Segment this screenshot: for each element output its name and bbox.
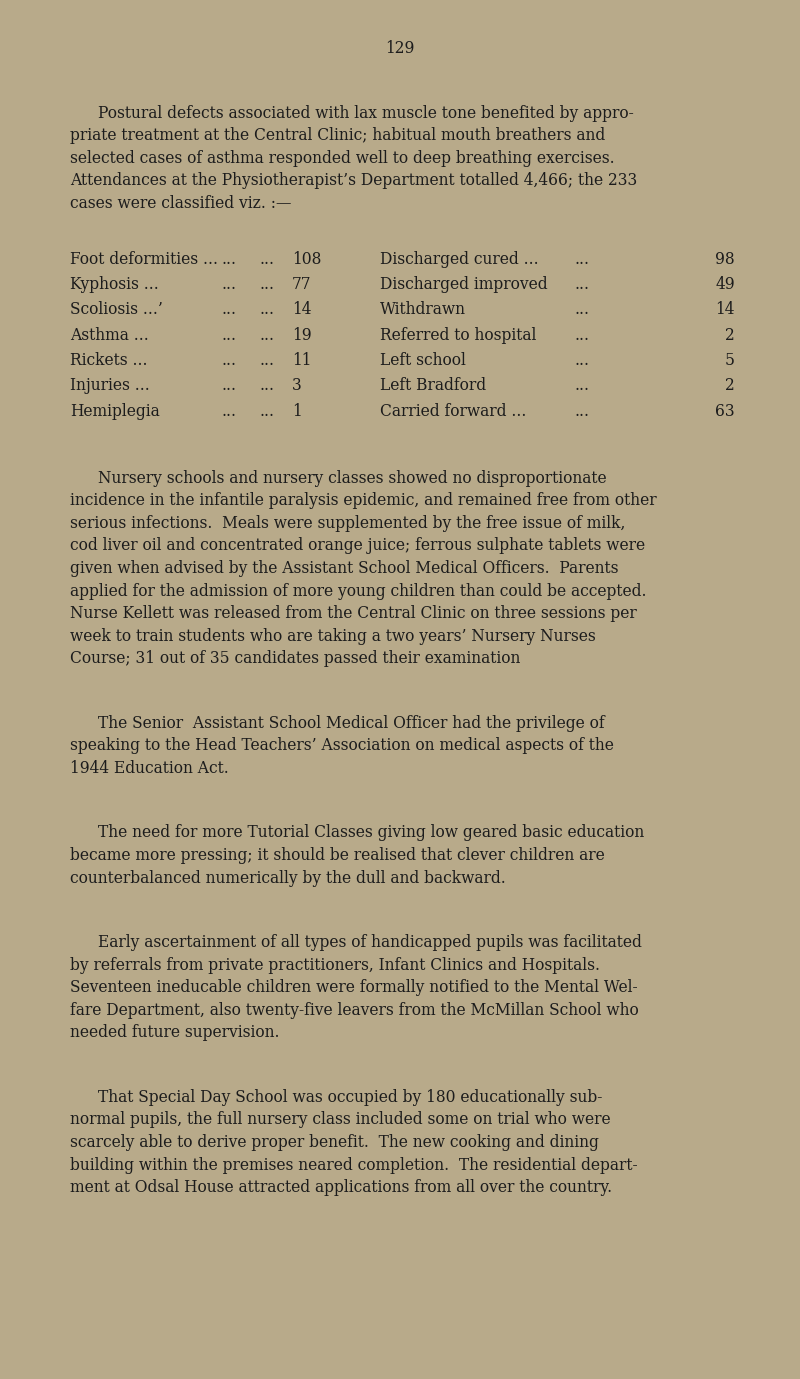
Text: ...: ... — [222, 403, 237, 419]
Text: Kyphosis ...: Kyphosis ... — [70, 276, 158, 294]
Text: ment at Odsal House attracted applications from all over the country.: ment at Odsal House attracted applicatio… — [70, 1179, 612, 1196]
Text: incidence in the infantile paralysis epidemic, and remained free from other: incidence in the infantile paralysis epi… — [70, 492, 657, 509]
Text: scarcely able to derive proper benefit.  The new cooking and dining: scarcely able to derive proper benefit. … — [70, 1134, 599, 1151]
Text: ...: ... — [575, 352, 590, 370]
Text: 1944 Education Act.: 1944 Education Act. — [70, 760, 229, 776]
Text: 98: 98 — [715, 251, 735, 268]
Text: Asthma ...: Asthma ... — [70, 327, 149, 343]
Text: ...: ... — [222, 251, 237, 268]
Text: 49: 49 — [715, 276, 735, 294]
Text: week to train students who are taking a two years’ Nursery Nurses: week to train students who are taking a … — [70, 627, 596, 644]
Text: 108: 108 — [292, 251, 322, 268]
Text: Injuries ...: Injuries ... — [70, 378, 150, 394]
Text: Referred to hospital: Referred to hospital — [380, 327, 536, 343]
Text: Discharged cured ...: Discharged cured ... — [380, 251, 538, 268]
Text: needed future supervision.: needed future supervision. — [70, 1025, 279, 1041]
Text: ...: ... — [260, 327, 275, 343]
Text: Nursery schools and nursery classes showed no disproportionate: Nursery schools and nursery classes show… — [98, 470, 606, 487]
Text: 77: 77 — [292, 276, 311, 294]
Text: 14: 14 — [292, 302, 311, 319]
Text: 14: 14 — [715, 302, 735, 319]
Text: selected cases of asthma responded well to deep breathing exercises.: selected cases of asthma responded well … — [70, 150, 614, 167]
Text: 129: 129 — [386, 40, 414, 57]
Text: normal pupils, the full nursery class included some on trial who were: normal pupils, the full nursery class in… — [70, 1111, 610, 1128]
Text: ...: ... — [260, 378, 275, 394]
Text: building within the premises neared completion.  The residential depart-: building within the premises neared comp… — [70, 1157, 638, 1174]
Text: ...: ... — [575, 302, 590, 319]
Text: Left school: Left school — [380, 352, 466, 370]
Text: Foot deformities ...: Foot deformities ... — [70, 251, 218, 268]
Text: Course; 31 out of 35 candidates passed their examination: Course; 31 out of 35 candidates passed t… — [70, 651, 520, 667]
Text: 19: 19 — [292, 327, 312, 343]
Text: 5: 5 — [725, 352, 735, 370]
Text: That Special Day School was occupied by 180 educationally sub-: That Special Day School was occupied by … — [98, 1089, 602, 1106]
Text: cases were classified viz. :—: cases were classified viz. :— — [70, 194, 291, 212]
Text: cod liver oil and concentrated orange juice; ferrous sulphate tablets were: cod liver oil and concentrated orange ju… — [70, 538, 645, 554]
Text: Attendances at the Physiotherapist’s Department totalled 4,466; the 233: Attendances at the Physiotherapist’s Dep… — [70, 172, 638, 189]
Text: Hemiplegia: Hemiplegia — [70, 403, 160, 419]
Text: Scoliosis ...’: Scoliosis ...’ — [70, 302, 163, 319]
Text: Postural defects associated with lax muscle tone benefited by appro-: Postural defects associated with lax mus… — [98, 105, 634, 121]
Text: ...: ... — [575, 276, 590, 294]
Text: ...: ... — [575, 378, 590, 394]
Text: The need for more Tutorial Classes giving low geared basic education: The need for more Tutorial Classes givin… — [98, 825, 644, 841]
Text: ...: ... — [260, 302, 275, 319]
Text: 2: 2 — [726, 327, 735, 343]
Text: Seventeen ineducable children were formally notified to the Mental Wel-: Seventeen ineducable children were forma… — [70, 979, 638, 996]
Text: priate treatment at the Central Clinic; habitual mouth breathers and: priate treatment at the Central Clinic; … — [70, 127, 606, 145]
Text: by referrals from private practitioners, Infant Clinics and Hospitals.: by referrals from private practitioners,… — [70, 957, 600, 974]
Text: Left Bradford: Left Bradford — [380, 378, 486, 394]
Text: ...: ... — [222, 378, 237, 394]
Text: applied for the admission of more young children than could be accepted.: applied for the admission of more young … — [70, 582, 646, 600]
Text: ...: ... — [260, 276, 275, 294]
Text: Early ascertainment of all types of handicapped pupils was facilitated: Early ascertainment of all types of hand… — [98, 934, 642, 952]
Text: Nurse Kellett was released from the Central Clinic on three sessions per: Nurse Kellett was released from the Cent… — [70, 605, 637, 622]
Text: serious infections.  Meals were supplemented by the free issue of milk,: serious infections. Meals were supplemen… — [70, 514, 626, 532]
Text: 1: 1 — [292, 403, 302, 419]
Text: speaking to the Head Teachers’ Association on medical aspects of the: speaking to the Head Teachers’ Associati… — [70, 738, 614, 754]
Text: counterbalanced numerically by the dull and backward.: counterbalanced numerically by the dull … — [70, 870, 506, 887]
Text: Discharged improved: Discharged improved — [380, 276, 548, 294]
Text: ...: ... — [260, 251, 275, 268]
Text: ...: ... — [575, 403, 590, 419]
Text: ...: ... — [260, 403, 275, 419]
Text: ...: ... — [575, 327, 590, 343]
Text: ...: ... — [222, 352, 237, 370]
Text: Carried forward ...: Carried forward ... — [380, 403, 526, 419]
Text: ...: ... — [222, 327, 237, 343]
Text: became more pressing; it should be realised that clever children are: became more pressing; it should be reali… — [70, 847, 605, 865]
Text: 63: 63 — [715, 403, 735, 419]
Text: ...: ... — [222, 302, 237, 319]
Text: The Senior  Assistant School Medical Officer had the privilege of: The Senior Assistant School Medical Offi… — [98, 714, 605, 732]
Text: ...: ... — [260, 352, 275, 370]
Text: fare Department, also twenty-five leavers from the McMillan School who: fare Department, also twenty-five leaver… — [70, 1001, 638, 1019]
Text: 3: 3 — [292, 378, 302, 394]
Text: 2: 2 — [726, 378, 735, 394]
Text: Withdrawn: Withdrawn — [380, 302, 466, 319]
Text: ...: ... — [575, 251, 590, 268]
Text: 11: 11 — [292, 352, 311, 370]
Text: ...: ... — [222, 276, 237, 294]
Text: given when advised by the Assistant School Medical Officers.  Parents: given when advised by the Assistant Scho… — [70, 560, 618, 576]
Text: Rickets ...: Rickets ... — [70, 352, 147, 370]
